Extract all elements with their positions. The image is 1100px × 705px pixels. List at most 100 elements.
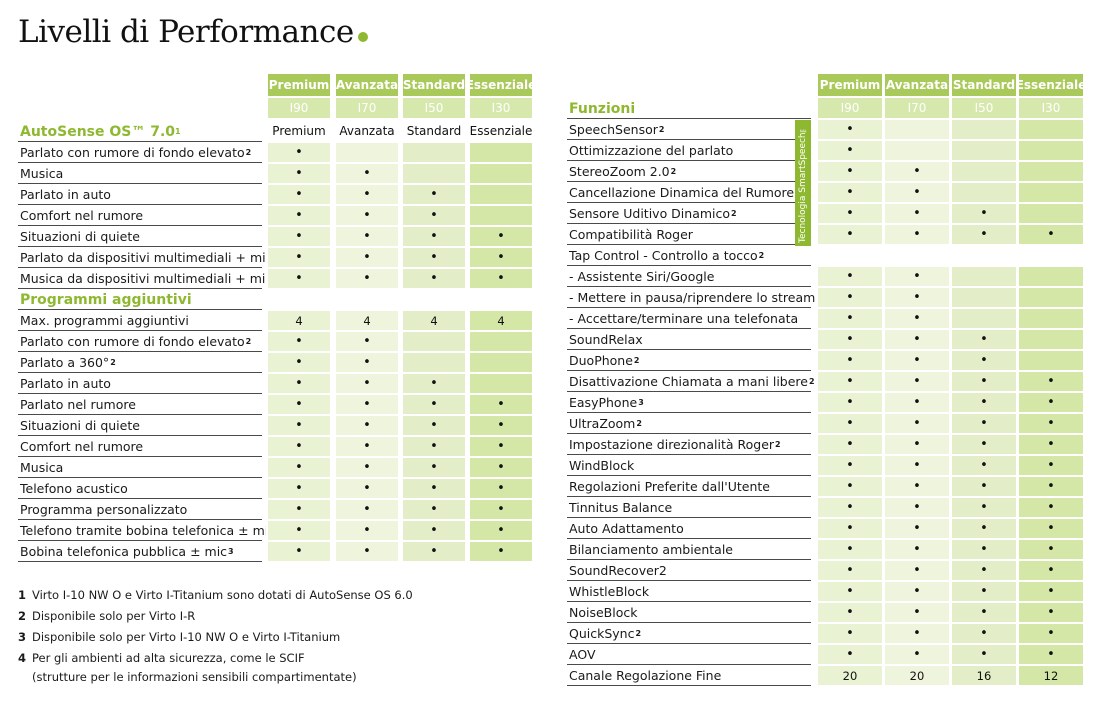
- row-label-sup: 2: [245, 337, 252, 346]
- dot-icon: •: [336, 416, 398, 435]
- row-divider: [18, 519, 262, 520]
- section-title: Programmi aggiuntivi: [18, 289, 266, 310]
- row-label-text: Bobina telefonica pubblica ± mic: [20, 544, 228, 559]
- dot-icon: •: [336, 248, 398, 267]
- dot-icon: •: [1019, 603, 1083, 622]
- row-label: Parlato nel rumore: [18, 394, 266, 415]
- row-divider: [567, 244, 811, 245]
- row-label-text: Sensore Uditivo Dinamico: [569, 206, 731, 221]
- dot-icon: •: [1019, 645, 1083, 664]
- row-label: SoundRecover2: [567, 560, 815, 581]
- column-code-i30: I30: [1019, 98, 1083, 118]
- row-label-text: Regolazioni Preferite dall'Utente: [569, 479, 770, 494]
- row-label: Parlato in auto: [18, 373, 266, 394]
- dot-icon: •: [268, 332, 330, 351]
- dot-icon: •: [952, 393, 1016, 412]
- row-label-sup: 2: [658, 125, 665, 134]
- level-cell: Premium: [272, 124, 326, 138]
- row-divider: [567, 475, 811, 476]
- row-label: QuickSync 2: [567, 623, 815, 644]
- dot-icon: •: [952, 603, 1016, 622]
- section-title-text: Funzioni: [569, 100, 636, 117]
- dot-icon: •: [818, 498, 882, 517]
- row-divider: [18, 393, 262, 394]
- row-label-text: Tinnitus Balance: [569, 500, 673, 515]
- row-label-text: Musica: [20, 460, 64, 475]
- dot-icon: •: [1019, 624, 1083, 643]
- row-label: Comfort nel rumore: [18, 205, 266, 226]
- row-label-text: Comfort nel rumore: [20, 208, 144, 223]
- dot-icon: •: [403, 500, 465, 519]
- dot-icon: •: [1019, 498, 1083, 517]
- dot-icon: •: [1019, 456, 1083, 475]
- dot-icon: •: [268, 374, 330, 393]
- row-label-text: Parlato nel rumore: [20, 397, 136, 412]
- column-code-i50: I50: [952, 98, 1016, 118]
- row-label: Telefono tramite bobina telefonica ± mic…: [18, 520, 266, 541]
- row-label-text: Parlato a 360°: [20, 355, 110, 370]
- value-cell: [1019, 288, 1083, 307]
- value-cell: [952, 246, 1016, 265]
- dot-icon: •: [336, 206, 398, 225]
- row-label: Situazioni di quiete: [18, 415, 266, 436]
- row-divider: [567, 139, 811, 140]
- value-cell: [885, 141, 949, 160]
- value-cell: [470, 374, 532, 393]
- row-divider: [18, 267, 262, 268]
- footnote: 4 Per gli ambienti ad alta sicurezza, com…: [18, 651, 305, 665]
- row-label: Programma personalizzato: [18, 499, 266, 520]
- dot-icon: •: [952, 645, 1016, 664]
- value-cell: [470, 206, 532, 225]
- dot-icon: •: [470, 416, 532, 435]
- dot-icon: •: [1019, 372, 1083, 391]
- value-cell: [952, 162, 1016, 181]
- row-label: Bobina telefonica pubblica ± mic 3: [18, 541, 266, 562]
- dot-icon: •: [952, 351, 1016, 370]
- dot-icon: •: [336, 164, 398, 183]
- dot-icon: •: [818, 309, 882, 328]
- dot-icon: •: [336, 500, 398, 519]
- value-cell: [1019, 162, 1083, 181]
- footnote-text: Per gli ambienti ad alta sicurezza, come…: [32, 651, 305, 665]
- value-cell: [952, 141, 1016, 160]
- row-label: Telefono acustico: [18, 478, 266, 499]
- value-cell: [470, 164, 532, 183]
- column-code-i90: I90: [818, 98, 882, 118]
- row-label: - Mettere in pausa/riprendere lo streami…: [567, 287, 815, 308]
- value-cell: [403, 353, 465, 372]
- dot-icon: •: [818, 540, 882, 559]
- row-divider: [567, 643, 811, 644]
- dot-icon: •: [818, 162, 882, 181]
- dot-icon: •: [403, 374, 465, 393]
- level-cell: Essenziale: [469, 124, 533, 138]
- row-label: Impostazione direzionalità Roger 2: [567, 434, 815, 455]
- row-label-text: Telefono tramite bobina telefonica ± mic: [20, 523, 266, 538]
- dot-icon: •: [818, 645, 882, 664]
- row-label-text: Parlato con rumore di fondo elevato: [20, 145, 245, 160]
- dot-icon: •: [818, 582, 882, 601]
- dot-icon: •: [470, 521, 532, 540]
- row-label: Tap Control - Controllo a tocco 2: [567, 245, 815, 266]
- dot-icon: •: [268, 206, 330, 225]
- dot-icon: •: [818, 141, 882, 160]
- value-cell: [952, 267, 1016, 286]
- dot-icon: •: [336, 269, 398, 288]
- dot-icon: •: [268, 500, 330, 519]
- dot-icon: •: [818, 372, 882, 391]
- row-divider: [567, 412, 811, 413]
- row-label-text: Parlato in auto: [20, 376, 111, 391]
- row-divider: [567, 517, 811, 518]
- dot-icon: •: [952, 204, 1016, 223]
- value-cell: 4: [336, 311, 398, 330]
- value-cell: [952, 120, 1016, 139]
- dot-icon: •: [952, 477, 1016, 496]
- dot-icon: •: [885, 351, 949, 370]
- row-label-sup: 2: [110, 358, 116, 367]
- dot-icon: •: [885, 372, 949, 391]
- row-divider: [567, 454, 811, 455]
- dot-icon: •: [1019, 540, 1083, 559]
- row-label-text: NoiseBlock: [569, 605, 638, 620]
- row-divider: [18, 204, 262, 205]
- row-label-text: Max. programmi aggiuntivi: [20, 313, 189, 328]
- dot-icon: •: [818, 120, 882, 139]
